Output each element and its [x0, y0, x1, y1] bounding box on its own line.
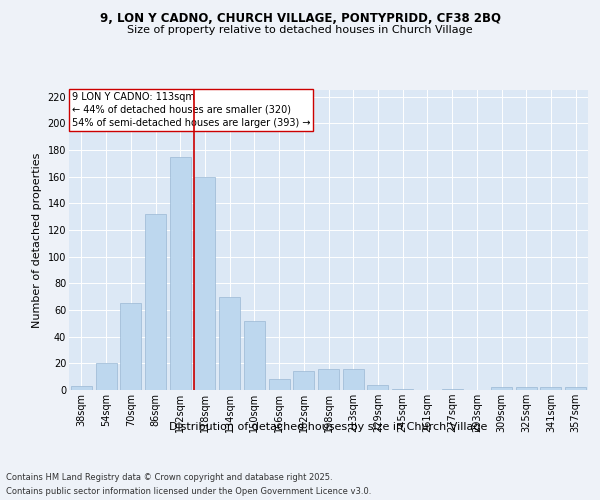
Bar [120, 304, 141, 390]
Bar [219, 296, 240, 390]
Text: Size of property relative to detached houses in Church Village: Size of property relative to detached ho… [127, 25, 473, 35]
Bar [343, 368, 364, 390]
Bar [71, 386, 92, 390]
Bar [145, 214, 166, 390]
Bar [170, 156, 191, 390]
Bar [95, 364, 116, 390]
Text: 9, LON Y CADNO, CHURCH VILLAGE, PONTYPRIDD, CF38 2BQ: 9, LON Y CADNO, CHURCH VILLAGE, PONTYPRI… [100, 12, 500, 26]
Bar [293, 372, 314, 390]
Bar [318, 368, 339, 390]
Bar [491, 388, 512, 390]
Text: Contains HM Land Registry data © Crown copyright and database right 2025.: Contains HM Land Registry data © Crown c… [6, 472, 332, 482]
Bar [392, 388, 413, 390]
Bar [541, 388, 562, 390]
Bar [565, 388, 586, 390]
Bar [194, 176, 215, 390]
Bar [244, 320, 265, 390]
Bar [367, 384, 388, 390]
Bar [269, 380, 290, 390]
Text: Contains public sector information licensed under the Open Government Licence v3: Contains public sector information licen… [6, 488, 371, 496]
Text: 9 LON Y CADNO: 113sqm
← 44% of detached houses are smaller (320)
54% of semi-det: 9 LON Y CADNO: 113sqm ← 44% of detached … [71, 92, 310, 128]
Bar [442, 388, 463, 390]
Text: Distribution of detached houses by size in Church Village: Distribution of detached houses by size … [169, 422, 488, 432]
Y-axis label: Number of detached properties: Number of detached properties [32, 152, 42, 328]
Bar [516, 388, 537, 390]
